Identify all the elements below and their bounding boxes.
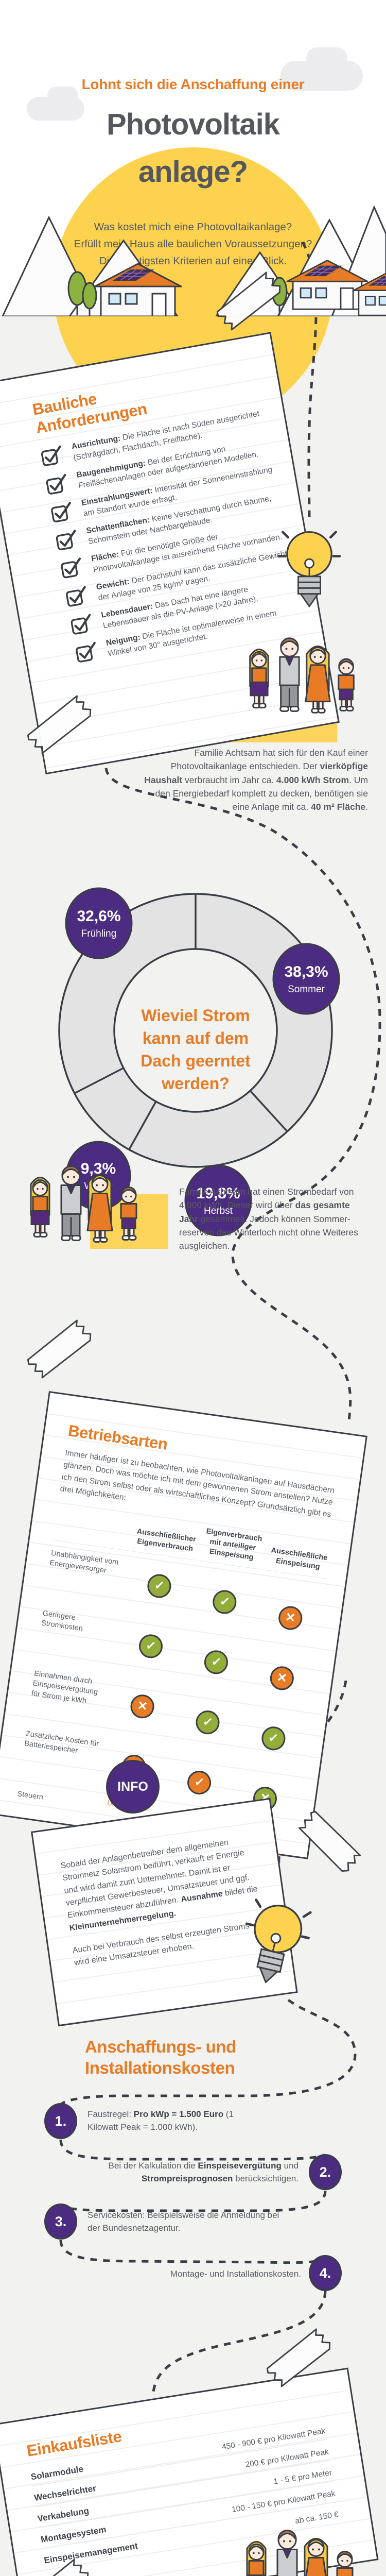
checkbox-checked-icon — [49, 499, 76, 523]
fruehling-value: 32,6% — [77, 908, 120, 925]
hero-subtitle: Was kostet mich eine Photovoltaikanlage?… — [0, 218, 386, 270]
family-illustration — [238, 2514, 361, 2576]
season-donut-chart: Wieviel Strom kann auf dem Dach geerntet… — [58, 887, 340, 1236]
herbst-value: 19,8% — [196, 1185, 240, 1202]
sommer-value: 38,3% — [284, 963, 328, 980]
cross-icon: ✕ — [129, 1692, 156, 1720]
cloud-left-top — [47, 87, 78, 104]
donut-center-line1: Wieviel Strom — [141, 1006, 250, 1025]
kosten-title-line1: Anschaffungs- und — [85, 2037, 236, 2056]
checkbox-checked-icon — [44, 471, 71, 496]
village-illustration — [2, 205, 386, 316]
checkbox-checked-icon — [39, 443, 66, 467]
badge-fruehling: 32,6% Frühling — [65, 887, 133, 959]
family-note-1: Familie Achtsam hat sich für den Kauf ei… — [144, 748, 368, 812]
donut-center-line2: kann auf dem — [143, 1029, 249, 1047]
info-badge: INFO — [106, 1760, 160, 1814]
hero-kicker: Lohnt sich die Anschaffung einer — [81, 76, 305, 92]
step-circle-3: 3. — [44, 2204, 77, 2240]
herbst-label: Herbst — [204, 1206, 233, 1216]
tree-icon — [67, 271, 97, 316]
step-text-3: Servicekosten: Beispielsweise die Anmeld… — [87, 2210, 279, 2233]
checkbox-checked-icon — [59, 555, 86, 580]
check-icon: ✓ — [203, 1648, 230, 1675]
subtitle-line1: Was kostet mich eine Photovoltaikanlage? — [94, 221, 292, 233]
checkbox-checked-icon — [69, 612, 96, 636]
family-note-2: Familie Achtsam hat einen Strombedarf vo… — [179, 1187, 358, 1251]
row-label: Unabhängigkeit vom Energie­versorger — [44, 1539, 129, 1611]
row-label: Zusätzliche Kosten für Batteriespeicher — [24, 1729, 100, 1755]
checkbox-checked-icon — [54, 527, 81, 551]
step-circle-2: 2. — [309, 2154, 342, 2190]
step-text-4: Montage- und Installationskosten. — [170, 2269, 301, 2279]
subtitle-line3: Die wichtigsten Kriterien auf einen Blic… — [99, 255, 287, 267]
betriebsarten-paper: Betriebsarten Immer häufiger ist zu beob… — [0, 1391, 367, 1886]
row-label: Geringere Stromkosten — [41, 1609, 83, 1633]
family-illustration — [22, 1150, 145, 1261]
subtitle-line2: Erfüllt mein Haus alle baulichen Vorauss… — [74, 238, 312, 250]
lightbulb-icon — [278, 521, 341, 623]
donut-center-line3: Dach geerntet — [141, 1052, 251, 1070]
check-icon: ✓ — [137, 1632, 165, 1659]
kosten-title-line2: Installationskosten — [85, 2058, 235, 2078]
check-icon: ✓ — [186, 1769, 213, 1796]
cross-icon: ✕ — [277, 1604, 304, 1632]
hero-title-line1: Photovoltaik — [106, 108, 280, 141]
slice-dividers — [74, 894, 288, 1150]
step-text-2: Bei der Kalkulation die Einspeisevergütu… — [108, 2161, 299, 2183]
row-label: Einnahmen durch Einspeise­vergütung für … — [30, 1669, 98, 1705]
badge-herbst: 19,8% Herbst — [184, 1164, 252, 1236]
checkbox-checked-icon — [74, 639, 100, 664]
fruehling-label: Frühling — [81, 928, 117, 939]
family-illustration — [241, 622, 362, 732]
cross-icon: ✕ — [268, 1664, 295, 1691]
checkbox-checked-icon — [64, 583, 91, 607]
check-icon: ✓ — [260, 1724, 287, 1752]
step-circle-1: 1. — [44, 2103, 77, 2139]
step-circle-4: 4. — [309, 2255, 342, 2291]
check-icon: ✓ — [195, 1708, 222, 1736]
hero-title-line2: anlage? — [138, 155, 248, 189]
info-paragraph-1: Sobald der Anlagenbetreiber dem allgemei… — [60, 1838, 258, 1933]
badge-sommer: 38,3% Sommer — [272, 943, 340, 1015]
step-text-1: Faustregel: Pro kWp = 1.500 Euro (1 Kilo… — [87, 2109, 234, 2132]
sommer-label: Sommer — [288, 984, 325, 995]
cloud-right-top — [306, 47, 347, 69]
check-icon: ✓ — [146, 1572, 173, 1600]
check-icon: ✓ — [211, 1588, 238, 1616]
donut-center-line4: werden? — [161, 1074, 230, 1093]
